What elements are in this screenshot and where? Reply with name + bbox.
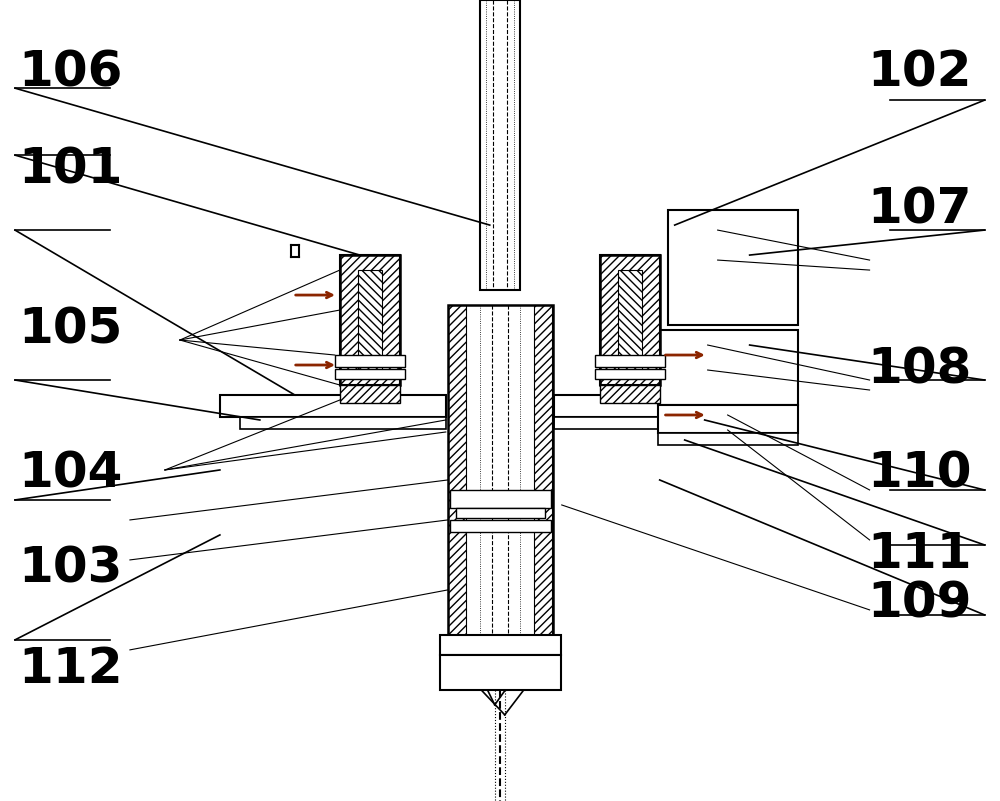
Bar <box>658 405 798 433</box>
Bar <box>450 520 551 532</box>
Bar <box>658 433 798 445</box>
Bar <box>618 270 642 370</box>
Bar <box>554 395 754 417</box>
Text: 111: 111 <box>868 530 972 578</box>
Text: 103: 103 <box>18 545 122 593</box>
Bar <box>448 305 553 635</box>
Bar <box>220 395 446 417</box>
Bar <box>668 210 798 325</box>
Bar <box>240 417 446 429</box>
Text: 101: 101 <box>18 145 122 193</box>
Bar <box>340 385 400 403</box>
Text: 109: 109 <box>868 580 972 628</box>
Bar <box>335 355 405 367</box>
Text: 110: 110 <box>868 450 972 498</box>
Bar <box>456 508 545 518</box>
Text: 104: 104 <box>18 450 122 498</box>
Text: 105: 105 <box>18 305 122 353</box>
Text: 112: 112 <box>18 645 123 693</box>
Bar <box>340 255 400 385</box>
Bar <box>480 0 520 290</box>
Bar <box>335 369 405 379</box>
Bar <box>595 355 665 367</box>
Bar <box>595 369 665 379</box>
Bar <box>440 655 561 690</box>
Bar <box>340 255 400 385</box>
Bar <box>600 385 660 403</box>
Bar <box>440 635 561 655</box>
Text: 108: 108 <box>868 345 972 393</box>
Text: 107: 107 <box>868 185 972 233</box>
Bar <box>658 330 798 405</box>
Bar <box>358 270 382 370</box>
Bar <box>600 255 660 385</box>
Bar <box>450 490 551 508</box>
Bar <box>554 417 734 429</box>
Text: 102: 102 <box>868 48 972 96</box>
Bar <box>448 305 466 635</box>
Text: 106: 106 <box>18 48 122 96</box>
Bar <box>534 305 552 635</box>
Bar <box>600 255 660 385</box>
